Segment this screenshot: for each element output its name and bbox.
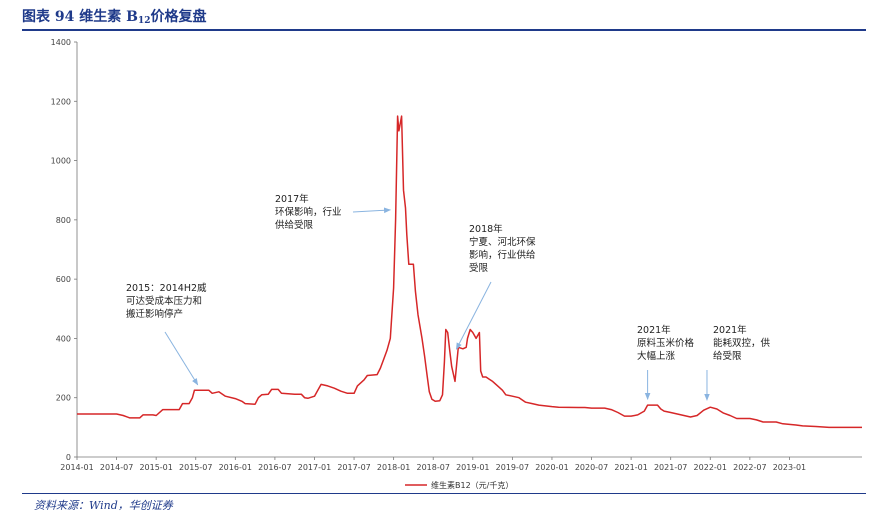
legend-label: 维生素B12（元/千克） <box>431 480 513 490</box>
y-tick-label: 400 <box>56 334 71 343</box>
x-tick-label: 2023-01 <box>773 463 806 472</box>
annotation-text: 2021年 <box>637 324 671 336</box>
x-tick-label: 2021-07 <box>654 463 687 472</box>
x-tick-label: 2015-07 <box>179 463 212 472</box>
x-tick-label: 2020-07 <box>575 463 608 472</box>
annotation-text: 大幅上涨 <box>637 350 676 362</box>
x-tick-label: 2017-01 <box>298 463 331 472</box>
x-tick-label: 2016-01 <box>219 463 252 472</box>
y-tick-label: 200 <box>56 394 71 403</box>
x-tick-label: 2014-07 <box>100 463 133 472</box>
y-tick-label: 1400 <box>51 38 71 47</box>
annotation-text: 宁夏、河北环保 <box>469 236 536 248</box>
x-tick-label: 2021-01 <box>614 463 647 472</box>
annotation-text: 环保影响，行业 <box>275 206 342 218</box>
annotation-text: 影响，行业供给 <box>469 249 536 261</box>
x-tick-label: 2022-07 <box>733 463 766 472</box>
y-tick-label: 0 <box>66 453 71 462</box>
y-tick-label: 1200 <box>51 97 71 106</box>
y-tick-label: 800 <box>56 216 71 225</box>
title-rule <box>22 29 866 31</box>
x-tick-label: 2018-01 <box>377 463 410 472</box>
x-tick-label: 2018-07 <box>416 463 449 472</box>
annotation-text: 搬迁影响停产 <box>126 308 183 320</box>
x-tick-label: 2017-07 <box>337 463 370 472</box>
source-note: 资料来源：Wind，华创证券 <box>34 499 173 512</box>
figure-title-suffix: 价格复盘 <box>150 9 207 25</box>
x-tick-label: 2022-01 <box>694 463 727 472</box>
figure-title-subscript: 12 <box>137 16 151 26</box>
x-tick-label: 2015-01 <box>139 463 172 472</box>
series-line <box>77 115 862 429</box>
x-tick-label: 2019-07 <box>496 463 529 472</box>
annotation-text: 2017年 <box>275 193 309 205</box>
annotation-text: 供给受限 <box>275 219 314 231</box>
annotation-text: 2021年 <box>713 324 747 336</box>
x-tick-label: 2020-01 <box>535 463 568 472</box>
figure-title-main: 图表 94 维生素 B <box>22 9 138 25</box>
annotation-arrow <box>352 207 392 214</box>
annotation-text: 受限 <box>469 262 489 274</box>
y-tick-label: 600 <box>56 275 71 284</box>
annotation-arrow <box>164 331 199 386</box>
annotation-text: 给受限 <box>713 350 742 362</box>
annotation-text: 可达受成本压力和 <box>126 295 202 307</box>
x-tick-label: 2014-01 <box>60 463 93 472</box>
annotation-text: 2015：2014H2威 <box>126 282 207 294</box>
x-tick-label: 2016-07 <box>258 463 291 472</box>
figure-title: 图表 94 维生素 B12价格复盘 <box>22 6 206 26</box>
annotation-text: 2018年 <box>469 223 503 235</box>
annotation-arrow <box>455 281 492 350</box>
annotation-text: 能耗双控，供 <box>713 337 771 349</box>
footer-rule <box>22 493 866 494</box>
x-tick-label: 2019-01 <box>456 463 489 472</box>
y-tick-label: 1000 <box>51 157 71 166</box>
annotation-text: 原料玉米价格 <box>637 337 695 349</box>
